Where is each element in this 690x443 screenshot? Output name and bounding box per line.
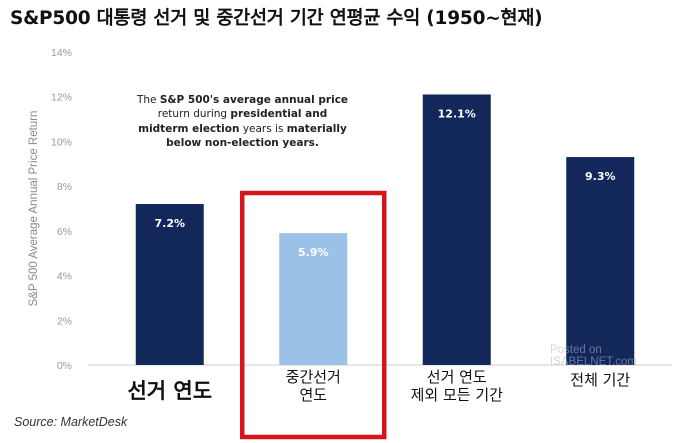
watermark: Posted on ISABELNET.com <box>550 344 680 368</box>
y-tick-label: 10% <box>51 136 72 148</box>
category-label: 선거 연도 <box>427 368 487 386</box>
y-tick-label: 12% <box>51 92 72 104</box>
chart-title: S&P500 대통령 선거 및 중간선거 기간 연평균 수익 (1950~현재) <box>10 8 543 29</box>
annotation-text-3: return during <box>157 108 231 121</box>
y-tick-label: 6% <box>57 226 72 238</box>
source-note: Source: MarketDesk <box>14 415 128 429</box>
y-tick-label: 2% <box>57 315 72 327</box>
bar-value-labels: 7.2% 5.9% 12.1% 9.3% <box>154 107 615 259</box>
category-label: 전체 기간 <box>570 371 630 389</box>
category-label: 중간선거 <box>286 368 341 386</box>
bars <box>135 94 635 365</box>
bar <box>566 157 635 365</box>
annotation-text-6: years is <box>239 122 287 135</box>
annotation-text-7: materially <box>286 122 347 135</box>
watermark-line-2: ISABELNET.com <box>550 356 637 369</box>
bar-value-label: 7.2% <box>154 217 185 230</box>
annotation-text-4: presidential and <box>230 108 328 121</box>
annotation-text-1: The <box>136 94 160 106</box>
y-tick-label: 4% <box>57 271 72 283</box>
bar-value-label: 5.9% <box>298 246 329 259</box>
chart-annotation: The S&P 500's average annual price retur… <box>105 93 380 151</box>
highlight-box <box>240 190 387 440</box>
bar <box>279 233 348 365</box>
watermark-line-1: Posted on <box>550 344 602 356</box>
category-label: 제외 모든 기간 <box>411 386 504 404</box>
category-label: 연도 <box>299 386 327 404</box>
y-tick-label: 8% <box>57 181 72 193</box>
y-axis-label: S&P 500 Average Annual Price Return <box>28 111 40 307</box>
y-axis-label-group: S&P 500 Average Annual Price Return <box>28 111 40 307</box>
annotation-text-8: below non-election years. <box>166 137 319 150</box>
annotation-text-2: S&P 500's average annual price <box>159 94 349 106</box>
category-label: 선거 연도 <box>127 379 212 403</box>
bar <box>422 94 491 365</box>
bar-value-label: 9.3% <box>585 170 616 183</box>
annotation-text-5: midterm election <box>138 122 240 135</box>
y-tick-label: 0% <box>57 360 72 372</box>
y-tick-label: 14% <box>51 47 72 59</box>
y-ticks: 0% 2% 4% 6% 8% 10% 12% 14% <box>51 47 72 372</box>
bar <box>135 204 204 365</box>
bar-value-label: 12.1% <box>438 107 476 120</box>
